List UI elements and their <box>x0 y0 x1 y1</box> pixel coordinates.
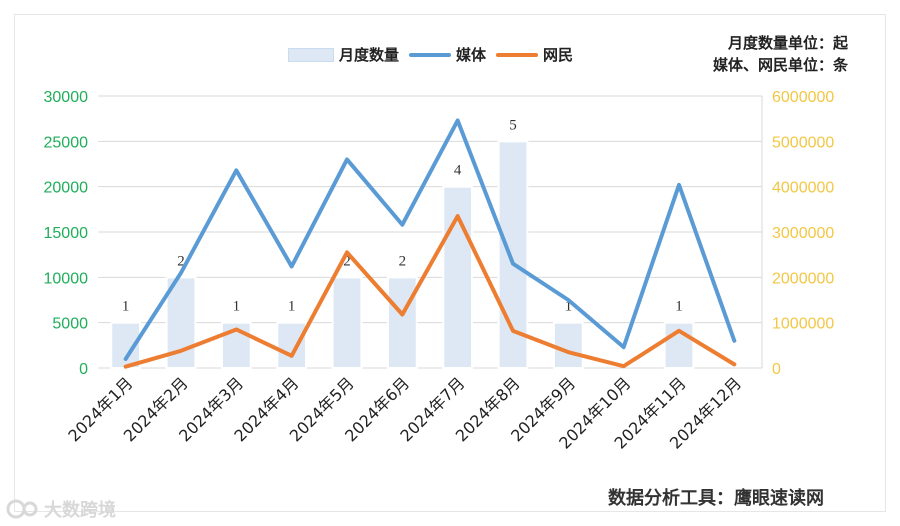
legend-item-bar: 月度数量 <box>288 44 399 65</box>
legend-item-netizen: 网民 <box>496 44 573 65</box>
bar-data-label: 2 <box>343 253 351 269</box>
left-axis-tick-label: 10000 <box>44 270 89 287</box>
bar-data-label: 5 <box>509 117 517 133</box>
legend-swatch-bar <box>288 47 334 62</box>
analysis-tool-note: 数据分析工具：鹰眼速读网 <box>608 488 824 509</box>
bar-data-label: 4 <box>454 163 462 179</box>
unit-note: 月度数量单位：起 媒体、网民单位：条 <box>678 32 848 76</box>
legend-label-netizen: 网民 <box>543 46 574 64</box>
bar-monthly-count <box>386 276 418 370</box>
bar-monthly-count <box>552 321 584 369</box>
left-axis-tick-label: 15000 <box>44 225 89 242</box>
bar-data-label: 1 <box>288 299 296 315</box>
left-axis-tick-label: 30000 <box>44 89 89 106</box>
right-axis-tick-label: 5000000 <box>772 134 834 151</box>
right-axis-tick-label: 6000000 <box>772 89 834 106</box>
legend-swatch-netizen <box>496 52 539 57</box>
chart-frame <box>14 14 886 512</box>
right-axis-tick-label: 1000000 <box>772 316 834 333</box>
line-series-netizen <box>123 214 737 369</box>
bar-data-label: 1 <box>675 299 683 315</box>
bar-data-label: 1 <box>122 299 130 315</box>
right-axis-tick-label: 2000000 <box>772 270 834 287</box>
bar-monthly-count <box>276 321 308 369</box>
left-axis-tick-label: 20000 <box>44 180 89 197</box>
legend-label-bar: 月度数量 <box>339 46 400 64</box>
legend: 月度数量 媒体 网民 <box>288 44 577 65</box>
watermark-logo-icon <box>6 499 38 519</box>
left-axis-tick-label: 25000 <box>44 134 89 151</box>
right-axis-tick-label: 3000000 <box>772 225 834 242</box>
left-axis-tick-label: 5000 <box>52 316 88 333</box>
bar-data-label: 2 <box>177 253 185 269</box>
bar-data-label: 1 <box>233 299 241 315</box>
legend-label-media: 媒体 <box>456 46 487 64</box>
watermark: 大数跨境 <box>6 494 116 524</box>
right-axis-tick-label: 0 <box>772 361 781 378</box>
legend-item-media: 媒体 <box>409 44 486 65</box>
bar-monthly-count <box>442 185 474 369</box>
unit-note-line2: 媒体、网民单位：条 <box>712 56 848 74</box>
right-axis-tick-label: 4000000 <box>772 180 834 197</box>
bar-monthly-count <box>331 276 363 370</box>
left-axis-tick-label: 0 <box>79 361 88 378</box>
legend-swatch-media <box>409 52 452 57</box>
bar-data-label: 1 <box>565 299 573 315</box>
unit-note-line1: 月度数量单位：起 <box>727 34 848 52</box>
line-series-media <box>123 118 737 361</box>
watermark-text: 大数跨境 <box>44 500 116 521</box>
bar-data-label: 2 <box>399 253 407 269</box>
